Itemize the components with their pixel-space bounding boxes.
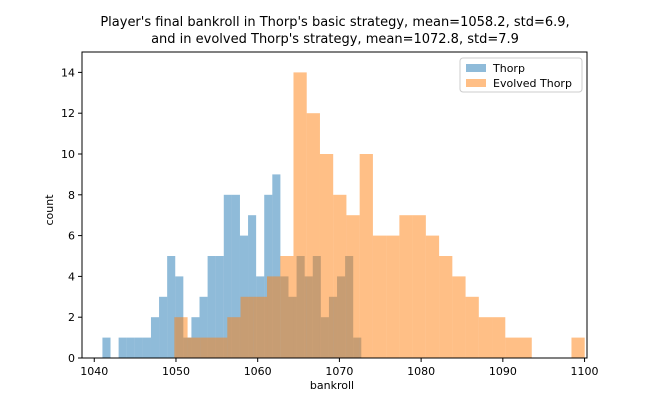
histogram-bar-series1-bin13	[346, 215, 360, 358]
histogram-bar-series0-bin6	[150, 317, 160, 358]
axes: 1040 1050 1060 1070 1080 1090 1100 0 2 4 6 8 10 12 14	[61, 51, 599, 378]
y-tick-label: 2	[68, 311, 75, 324]
histogram-bar-series1-bin12	[333, 194, 347, 358]
legend-swatch	[466, 64, 486, 72]
histogram-bar-series1-bin17	[399, 215, 413, 358]
y-tick-label: 0	[68, 352, 75, 365]
histogram-bar-series1-bin9	[293, 72, 307, 359]
legend: Thorp Evolved Thorp	[459, 57, 583, 93]
histogram-bar-series1-bin18	[412, 215, 426, 358]
title-line-1: Player's final bankroll in Thorp's basic…	[100, 15, 569, 30]
x-tick-label: 1050	[162, 365, 190, 378]
histogram-bar-series1-bin15	[372, 235, 387, 358]
y-tick-label: 6	[68, 230, 75, 243]
histogram-bar-series1-bin23	[478, 317, 493, 358]
histogram-bar-series1-bin21	[452, 276, 466, 358]
histogram-bar-series1-bin3	[214, 337, 228, 358]
x-tick-label: 1080	[407, 365, 435, 378]
y-tick-label: 4	[68, 270, 75, 283]
x-axis-label: bankroll	[310, 379, 354, 392]
x-tick-label: 1070	[325, 365, 353, 378]
histogram-bar-series0-bin15	[223, 194, 232, 358]
plot-area	[102, 72, 585, 359]
histogram-bar-series1-bin20	[439, 256, 453, 358]
legend-swatch	[466, 79, 486, 87]
histogram-bar-series0-bin13	[207, 256, 216, 358]
x-tick-label: 1040	[80, 365, 108, 378]
histogram-bar-series0-bin14	[215, 256, 224, 358]
y-axis-label: count	[43, 194, 56, 226]
histogram-bar-series1-bin4	[227, 317, 241, 358]
histogram-bar-series0-bin16	[231, 194, 240, 358]
histogram-bar-series1-bin30	[571, 337, 585, 358]
histogram-bar-series0-bin4	[134, 337, 143, 358]
histogram-bar-series0-bin5	[142, 337, 151, 358]
histogram-bar-series1-bin19	[425, 235, 440, 358]
y-tick-label: 8	[68, 189, 75, 202]
title-line-2: and in evolved Thorp's strategy, mean=10…	[151, 32, 519, 47]
histogram-bar-series1-bin11	[319, 154, 334, 358]
legend-box	[459, 57, 583, 93]
histogram-bar-series0-bin18	[248, 215, 257, 358]
histogram-bar-series1-bin26	[518, 337, 532, 358]
y-tick-label: 14	[61, 66, 75, 79]
x-tick-label: 1090	[489, 365, 517, 378]
legend-label: Evolved Thorp	[493, 77, 572, 90]
histogram-bar-series1-bin25	[505, 337, 519, 358]
histogram-bar-series1-bin24	[492, 317, 506, 358]
histogram-bar-series0-bin21	[272, 174, 281, 358]
x-tick-label: 1100	[571, 365, 599, 378]
histogram-bar-series0-bin8	[167, 256, 176, 358]
axes-frame	[81, 51, 588, 359]
histogram-bar-series1-bin7	[267, 276, 281, 358]
histogram-bar-series1-bin22	[465, 296, 479, 358]
histogram-bar-series1-bin16	[386, 235, 400, 358]
y-tick-label: 10	[61, 148, 75, 161]
histogram-bar-series0-bin2	[118, 337, 127, 358]
histogram-bar-series1-bin14	[359, 154, 373, 358]
histogram-bar-series1-bin10	[306, 113, 320, 358]
histogram-bar-series1-bin5	[240, 296, 254, 358]
chart-title: Player's final bankroll in Thorp's basic…	[100, 15, 569, 47]
y-tick-label: 12	[61, 107, 75, 120]
histogram-bar-series1-bin8	[280, 256, 294, 358]
x-tick-label: 1060	[244, 365, 272, 378]
histogram-bar-series0-bin7	[159, 296, 168, 358]
histogram-bar-series1-bin1	[187, 337, 201, 358]
histogram-bar-series1-bin2	[200, 337, 215, 358]
histogram-bar-series0-bin3	[126, 337, 135, 358]
histogram-bar-series0-bin0	[102, 337, 111, 358]
histogram-bar-series1-bin0	[174, 317, 188, 358]
histogram-bar-series0-bin12	[199, 296, 208, 358]
legend-label: Thorp	[492, 62, 525, 75]
histogram-bar-series1-bin6	[253, 296, 268, 358]
